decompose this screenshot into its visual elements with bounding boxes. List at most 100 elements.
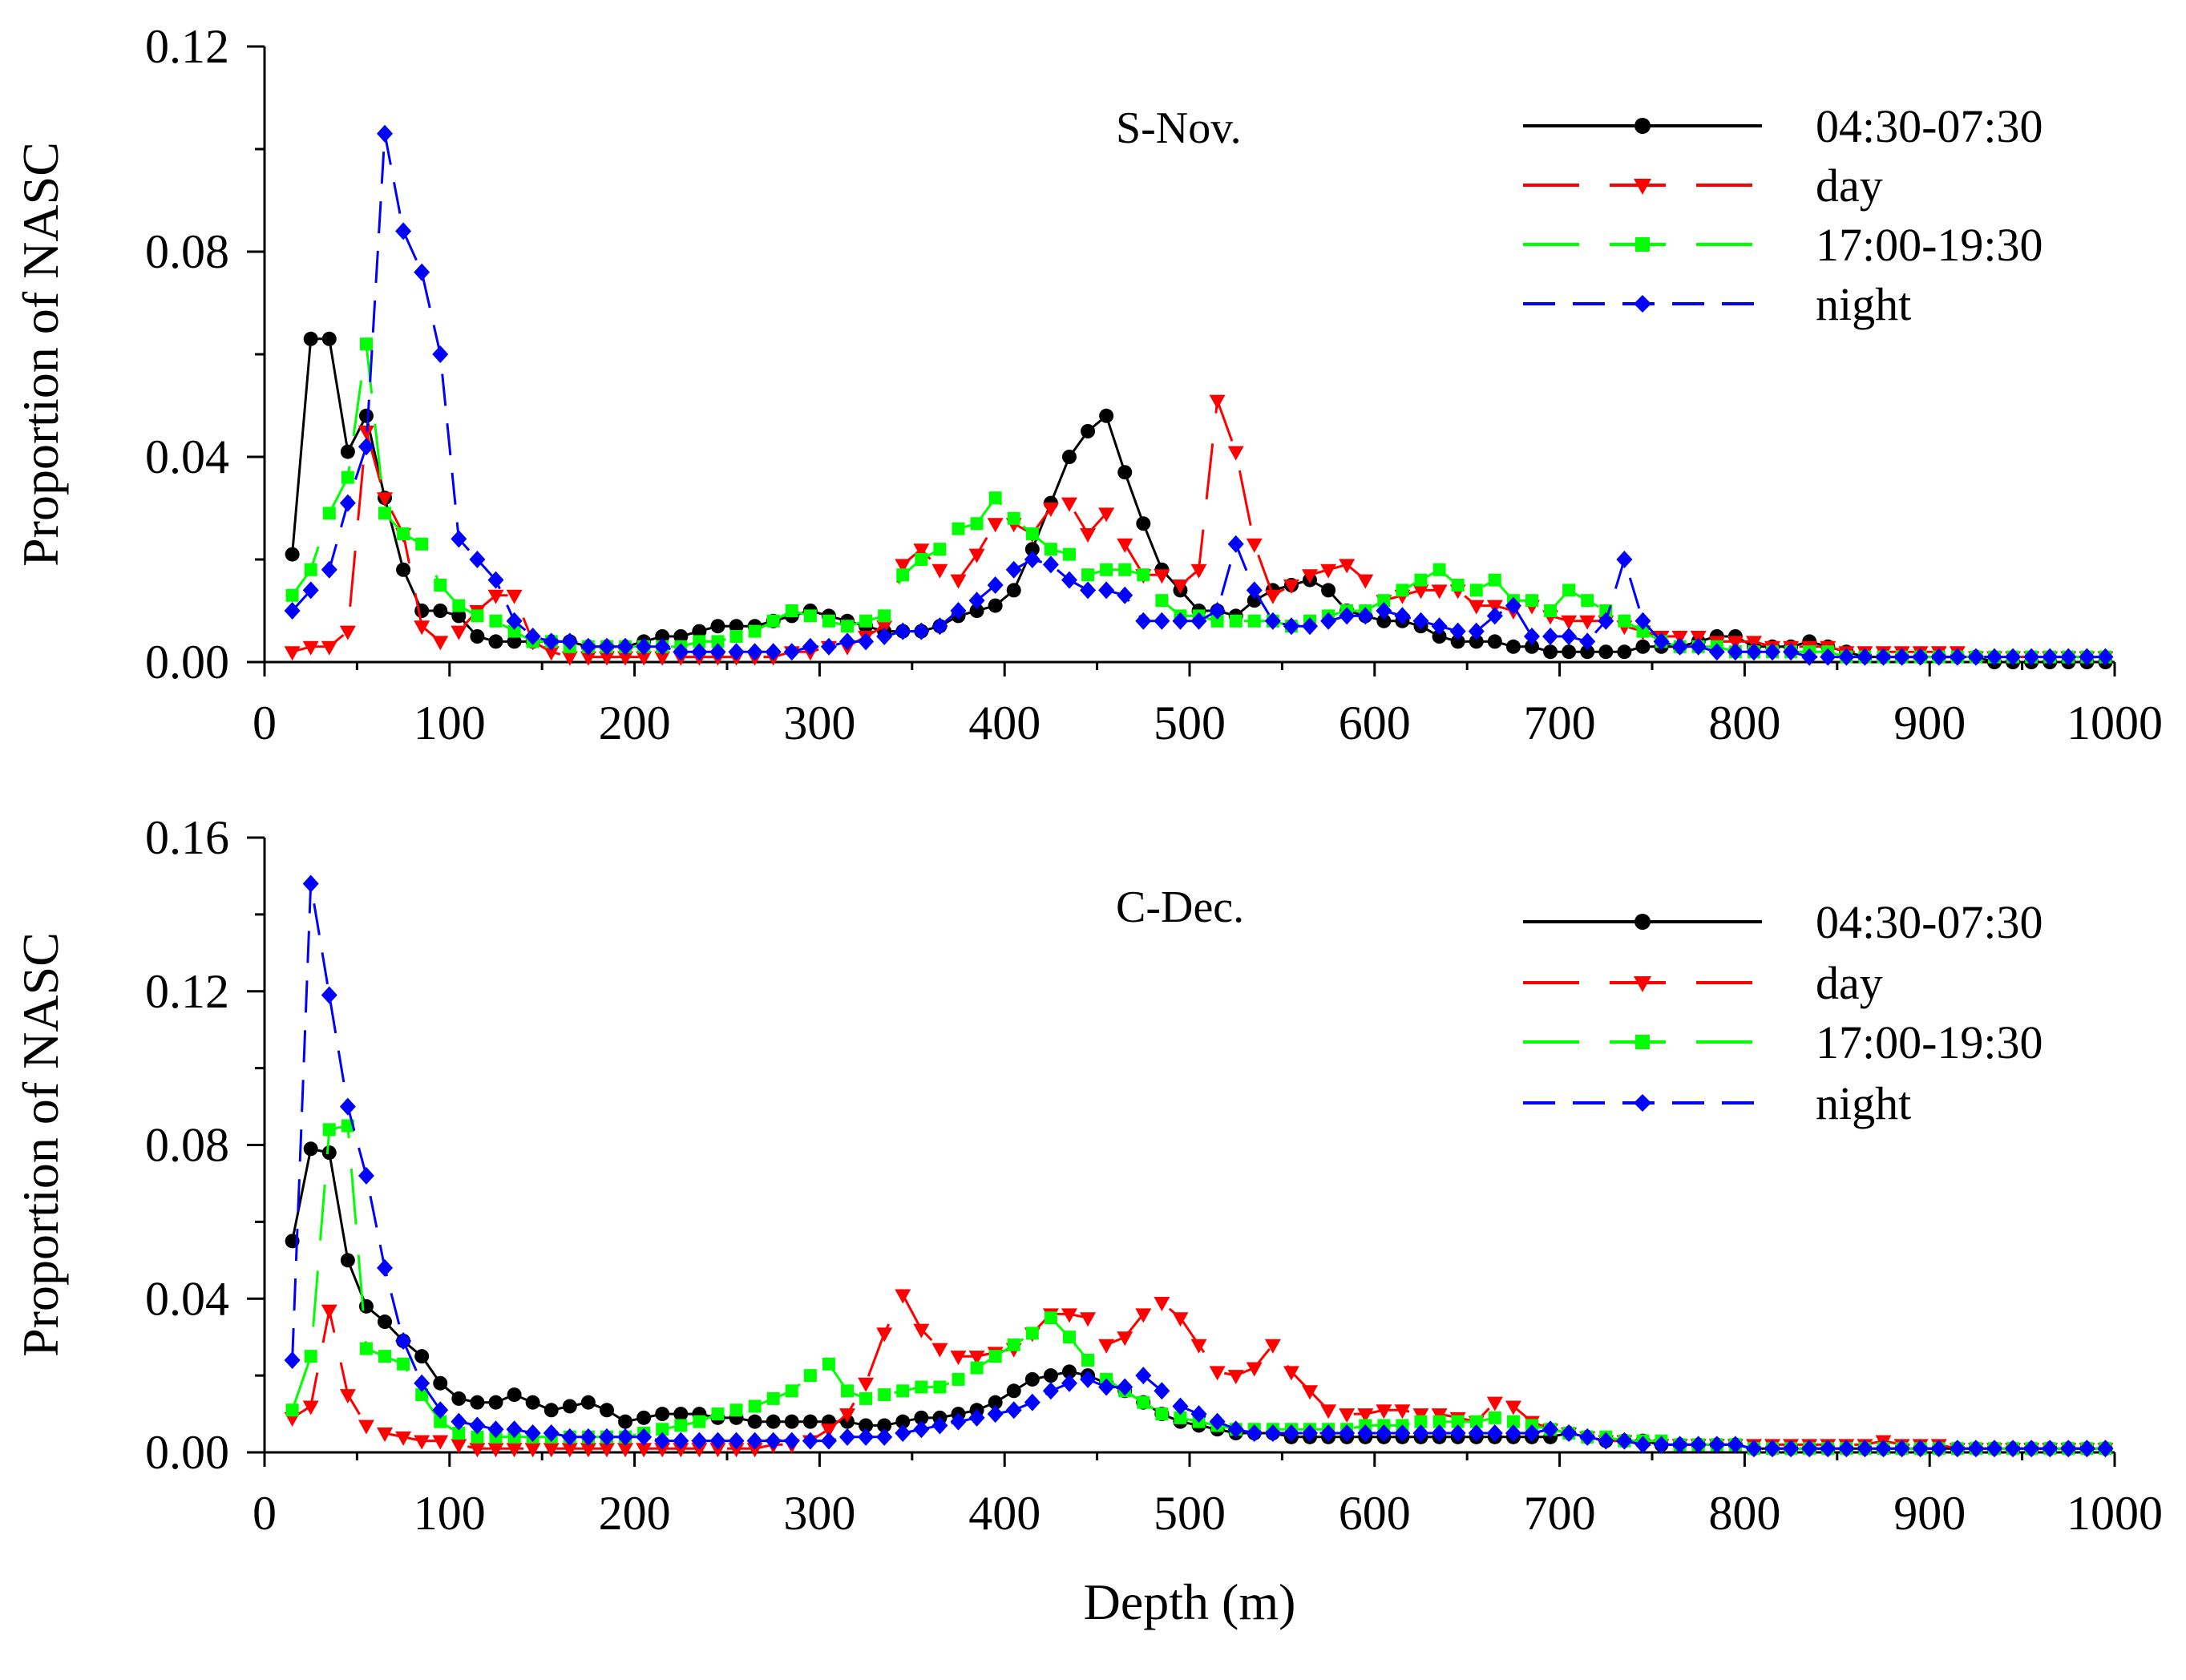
data-point	[1154, 569, 1170, 584]
data-point	[451, 1439, 467, 1454]
data-point	[1432, 629, 1447, 644]
data-point	[895, 1414, 911, 1429]
data-point	[654, 637, 671, 656]
data-point	[1487, 634, 1502, 649]
data-point	[302, 640, 319, 656]
legend-label: 17:00-19:30	[1816, 1016, 2043, 1068]
data-point	[378, 1350, 392, 1363]
data-point	[1320, 1404, 1337, 1420]
panel-label: S-Nov.	[1116, 103, 1242, 153]
x-tick-label: 200	[599, 697, 671, 749]
data-point	[766, 1414, 781, 1429]
data-point	[1875, 1440, 1892, 1458]
data-point	[489, 614, 503, 628]
data-point	[341, 470, 354, 484]
data-point	[321, 986, 337, 1004]
data-point	[377, 492, 394, 507]
data-point	[1967, 1440, 1984, 1458]
x-tick-label: 800	[1708, 697, 1780, 749]
data-point	[1432, 1415, 1446, 1428]
legend-label: day	[1816, 160, 1883, 212]
legend-entry-night: night	[1523, 278, 1911, 330]
data-point	[1137, 568, 1150, 582]
x-tick-label: 0	[253, 1487, 277, 1540]
data-point	[1616, 1432, 1633, 1450]
data-point	[1505, 1400, 1521, 1415]
data-point	[674, 1419, 688, 1432]
data-point	[470, 1395, 485, 1410]
data-point	[968, 592, 985, 610]
x-tick-label: 300	[783, 697, 855, 749]
data-point	[839, 632, 856, 651]
data-point	[858, 1428, 875, 1446]
data-point	[359, 1342, 373, 1355]
data-point	[1820, 648, 1836, 666]
data-point	[1080, 528, 1097, 543]
data-point	[1283, 1424, 1299, 1443]
data-point	[1449, 1424, 1466, 1443]
x-tick-label: 1000	[2067, 1487, 2163, 1540]
data-point	[1376, 613, 1392, 628]
data-point	[285, 547, 300, 562]
data-point	[765, 643, 782, 661]
data-point	[1061, 450, 1077, 464]
data-point	[970, 1361, 984, 1375]
data-point	[1246, 1362, 1263, 1377]
data-point	[987, 518, 1004, 533]
data-point	[1469, 1415, 1483, 1428]
data-point	[1930, 1440, 1947, 1458]
data-point	[1264, 612, 1281, 630]
data-point	[1376, 1424, 1392, 1443]
data-point	[952, 522, 965, 535]
legend-entry-0430-0730: 04:30-07:30	[1523, 100, 2043, 152]
data-point	[469, 1443, 486, 1458]
data-point	[1080, 1312, 1097, 1327]
data-point	[487, 1420, 504, 1439]
data-point	[1135, 1308, 1152, 1323]
series-night	[284, 124, 2114, 666]
data-point	[858, 632, 875, 651]
data-point	[1042, 1382, 1059, 1400]
data-point	[656, 1423, 669, 1436]
data-point	[1302, 1385, 1319, 1400]
data-point	[1210, 614, 1224, 628]
data-point	[820, 1424, 837, 1439]
data-point	[1414, 573, 1428, 587]
data-point	[1190, 563, 1207, 579]
data-point	[988, 1395, 1003, 1410]
data-point	[783, 643, 800, 661]
data-point	[304, 563, 317, 576]
data-point	[1154, 1297, 1170, 1312]
data-point	[1005, 560, 1022, 579]
data-point	[988, 491, 1002, 505]
legend-marker-triangle	[1634, 976, 1651, 992]
data-point	[339, 494, 356, 512]
data-point	[1172, 612, 1189, 630]
data-point	[878, 1388, 891, 1402]
data-point	[746, 1443, 763, 1458]
legend-label: night	[1816, 1077, 1911, 1129]
x-tick-label: 700	[1524, 1487, 1596, 1540]
data-point	[1007, 511, 1020, 525]
data-point	[339, 1389, 356, 1404]
data-point	[1412, 1424, 1429, 1443]
data-point	[1598, 612, 1614, 630]
data-point	[915, 553, 928, 566]
data-point	[950, 1412, 967, 1431]
data-point	[598, 637, 615, 656]
y-tick-label: 0.00	[145, 1426, 229, 1479]
data-point	[636, 637, 653, 656]
data-point	[1357, 574, 1374, 589]
data-point	[397, 1357, 410, 1371]
data-point	[1044, 543, 1057, 556]
data-point	[1377, 594, 1391, 608]
data-point	[1468, 600, 1485, 615]
data-point	[1432, 563, 1446, 576]
data-point	[876, 1428, 893, 1446]
legend-label: 04:30-07:30	[1816, 896, 2043, 948]
data-point	[1376, 1404, 1392, 1420]
data-point	[709, 1443, 726, 1458]
legend-marker-diamond	[1634, 1094, 1651, 1112]
data-point	[748, 1399, 762, 1413]
data-point	[673, 1432, 689, 1450]
